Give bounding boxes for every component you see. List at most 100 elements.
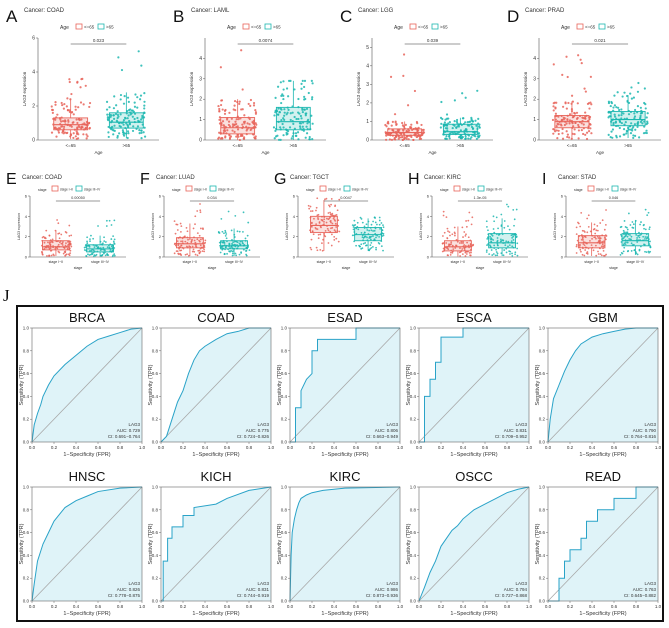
data-point	[633, 115, 637, 118]
data-point	[113, 238, 116, 241]
data-point	[513, 218, 516, 221]
data-point	[497, 227, 499, 230]
data-point	[390, 138, 394, 141]
data-point	[249, 128, 252, 132]
x-tick-label: 0.2	[438, 604, 445, 609]
data-point	[629, 234, 631, 236]
data-point	[613, 115, 617, 118]
data-point	[415, 135, 418, 139]
data-point	[197, 249, 200, 252]
data-point	[199, 227, 202, 230]
data-point	[614, 120, 618, 123]
data-point	[597, 240, 600, 243]
data-point	[459, 247, 461, 250]
x-tick-label: stage III~IV	[225, 260, 243, 264]
data-point	[469, 120, 472, 123]
y-tick-label: 1.0	[152, 326, 159, 331]
y-tick-label: 4	[159, 214, 162, 219]
data-point	[590, 103, 593, 106]
auc-label: AUC: 0.826	[117, 587, 141, 592]
data-point	[632, 243, 635, 246]
data-point	[625, 129, 628, 132]
data-point	[323, 220, 325, 223]
data-point	[585, 252, 588, 255]
data-point	[595, 254, 598, 257]
x-axis-label: 1−Specificity (FPR)	[579, 611, 626, 617]
data-point	[375, 246, 377, 249]
data-point	[470, 136, 473, 139]
data-point	[552, 102, 555, 105]
data-point	[199, 203, 201, 205]
data-point	[602, 249, 605, 252]
data-point	[378, 219, 381, 222]
data-point	[369, 244, 372, 246]
data-point	[331, 222, 334, 225]
data-point	[305, 132, 309, 135]
data-point	[447, 135, 451, 138]
y-tick-label: 0	[366, 138, 369, 144]
x-axis-label: Age	[94, 150, 103, 155]
data-point	[78, 126, 81, 129]
data-point	[318, 222, 321, 224]
data-point	[247, 221, 250, 224]
y-axis-label: Sensitivity (TPR)	[19, 364, 25, 405]
data-point	[648, 228, 651, 231]
data-point	[443, 121, 446, 124]
data-point	[552, 132, 555, 135]
x-tick-label: 0.2	[180, 445, 187, 450]
legend-key-group1	[319, 185, 327, 192]
data-point	[609, 136, 612, 139]
y-tick-label: 0.6	[539, 371, 546, 376]
data-point	[625, 132, 628, 135]
data-point	[512, 208, 515, 211]
x-tick-label: 0.6	[482, 445, 489, 450]
data-point	[467, 244, 470, 247]
data-point	[370, 229, 373, 232]
x-tick-label: 0.6	[482, 604, 489, 609]
data-point	[583, 254, 586, 257]
data-point	[567, 101, 570, 105]
data-point	[50, 105, 53, 108]
auc-label: AUC: 0.775	[246, 428, 270, 433]
data-point	[486, 225, 488, 228]
data-point	[54, 247, 57, 250]
data-point	[489, 238, 492, 241]
data-point	[132, 110, 135, 113]
cancer-title: Cancer: KIRC	[424, 175, 462, 181]
data-point	[223, 109, 227, 112]
data-point	[455, 118, 459, 122]
data-point	[644, 250, 646, 253]
ci-label: CI: 0.873−0.936	[366, 593, 399, 598]
data-point	[628, 238, 630, 240]
plot-frame	[418, 486, 530, 602]
data-point	[297, 97, 300, 101]
data-point	[273, 114, 276, 117]
data-point	[181, 240, 184, 243]
data-point	[278, 110, 281, 114]
data-point	[282, 88, 285, 91]
data-point	[557, 132, 560, 136]
data-point	[357, 228, 360, 231]
data-point	[248, 123, 251, 126]
data-point	[83, 122, 86, 125]
data-point	[566, 135, 569, 139]
data-point	[623, 133, 626, 136]
y-tick-label: 0.6	[410, 371, 417, 376]
data-point	[630, 235, 633, 238]
data-point	[329, 213, 332, 216]
data-point	[644, 228, 647, 231]
roc-curve	[547, 327, 658, 443]
data-point	[620, 233, 622, 236]
data-point	[466, 241, 469, 244]
data-point	[180, 249, 183, 252]
data-point	[72, 113, 75, 116]
data-point	[633, 108, 637, 112]
roc-panel-kich: KICH 0.0 0.2 0.4 0.6 0.8 1.0 0.0 0.2 0.4 0.6 0.8 1.0…	[147, 467, 275, 623]
x-axis-label: 1−Specificity (FPR)	[63, 452, 110, 458]
data-point	[400, 132, 403, 136]
data-point	[311, 122, 314, 125]
data-point	[80, 78, 83, 81]
data-point	[309, 205, 312, 208]
